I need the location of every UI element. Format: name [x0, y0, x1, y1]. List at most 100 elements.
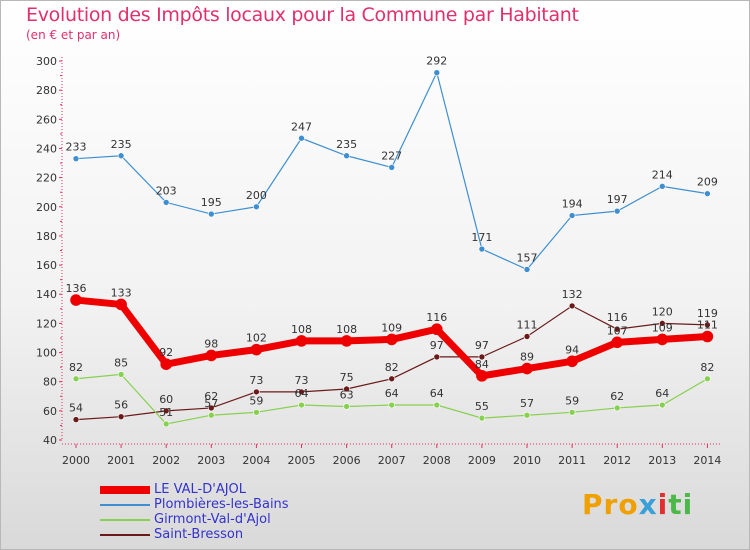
y-tick-label: 240 — [36, 142, 57, 155]
legend-swatch — [100, 518, 150, 521]
data-label: 108 — [336, 323, 357, 336]
y-tick-label: 160 — [36, 259, 57, 272]
data-label: 97 — [475, 339, 489, 352]
data-point — [208, 404, 215, 412]
data-label: 54 — [69, 402, 83, 415]
data-label: 75 — [340, 371, 354, 384]
x-tick-label: 2007 — [378, 454, 406, 467]
legend-label: Saint-Bresson — [154, 527, 244, 542]
data-label: 60 — [159, 393, 173, 406]
legend-swatch — [100, 485, 150, 494]
x-tick-label: 2008 — [423, 454, 451, 467]
legend-item: Plombières-les-Bains — [98, 497, 289, 512]
data-point — [656, 333, 669, 346]
chart-title: Evolution des Impôts locaux pour la Comm… — [26, 4, 579, 26]
data-label: 98 — [204, 337, 218, 350]
data-label: 108 — [291, 323, 312, 336]
data-label: 107 — [607, 324, 628, 337]
data-label: 214 — [652, 168, 673, 181]
data-point — [340, 335, 353, 347]
x-tick-label: 2006 — [333, 454, 361, 467]
y-tick-label: 200 — [36, 201, 57, 214]
data-point — [704, 321, 711, 329]
data-point — [253, 388, 260, 396]
data-point — [298, 388, 305, 396]
legend-label: Plombières-les-Bains — [154, 497, 289, 512]
data-label: 109 — [381, 321, 402, 334]
data-point — [253, 409, 260, 416]
x-tick-label: 2011 — [558, 454, 586, 467]
data-label: 233 — [66, 141, 87, 154]
data-label: 200 — [246, 189, 267, 202]
data-label: 120 — [652, 305, 673, 318]
data-label: 247 — [291, 120, 312, 133]
data-label: 62 — [204, 390, 218, 403]
data-label: 64 — [430, 387, 444, 400]
data-point — [162, 420, 170, 428]
data-label: 292 — [426, 55, 447, 68]
y-tick-label: 280 — [36, 84, 57, 97]
data-label: 132 — [562, 288, 583, 301]
y-tick-label: 80 — [43, 376, 57, 389]
data-point — [385, 333, 398, 346]
data-point — [388, 375, 396, 383]
legend-label: LE VAL-D'AJOL — [154, 482, 247, 497]
legend-item: LE VAL-D'AJOL — [98, 482, 289, 497]
data-label: 51 — [159, 406, 173, 419]
data-point — [208, 210, 215, 218]
data-point — [658, 183, 666, 190]
data-point — [343, 152, 350, 160]
data-point — [295, 335, 308, 347]
logo-part-1: Pro — [582, 488, 639, 521]
x-tick-label: 2012 — [603, 454, 631, 467]
data-label: 227 — [381, 149, 402, 162]
data-point — [523, 333, 531, 340]
y-tick-label: 220 — [36, 172, 57, 185]
y-tick-label: 40 — [43, 434, 57, 447]
series-line-2 — [75, 70, 708, 271]
logo-part-2: x — [638, 488, 658, 521]
y-tick-label: 100 — [36, 347, 57, 360]
data-point — [433, 353, 441, 361]
x-tick-label: 2010 — [513, 454, 541, 467]
data-point — [343, 403, 350, 410]
data-point — [117, 413, 125, 420]
data-label: 111 — [697, 319, 718, 332]
data-label: 59 — [565, 394, 579, 407]
x-tick-label: 2004 — [242, 454, 270, 467]
data-point — [478, 353, 486, 361]
y-tick-label: 260 — [36, 113, 57, 126]
data-label: 111 — [517, 319, 538, 332]
y-tick-label: 120 — [36, 317, 57, 330]
x-tick-label: 2000 — [62, 454, 90, 467]
chart-subtitle: (en € et par an) — [26, 28, 121, 42]
data-point — [115, 298, 127, 311]
data-point — [566, 355, 578, 368]
legend-item: Girmont-Val-d'Ajol — [98, 512, 289, 527]
data-label: 235 — [111, 138, 132, 151]
data-point — [568, 212, 576, 219]
data-point — [478, 414, 486, 422]
x-tick-label: 2014 — [693, 454, 721, 467]
data-label: 195 — [201, 196, 222, 209]
x-tick-label: 2003 — [197, 454, 225, 467]
data-label: 194 — [562, 198, 583, 211]
legend-swatch — [100, 503, 150, 506]
data-point — [388, 401, 396, 409]
data-point — [568, 409, 576, 416]
data-point — [72, 416, 80, 423]
data-point — [253, 203, 260, 211]
data-point — [430, 323, 443, 336]
data-label: 157 — [517, 251, 538, 264]
data-label: 64 — [655, 387, 669, 400]
data-point — [343, 385, 350, 393]
legend-item: Saint-Bresson — [98, 527, 289, 542]
data-point — [70, 294, 82, 306]
y-tick-label: 180 — [36, 230, 57, 243]
data-point — [298, 401, 305, 409]
data-point — [250, 343, 263, 356]
legend-label: Girmont-Val-d'Ajol — [154, 512, 271, 527]
data-label: 133 — [111, 286, 132, 299]
